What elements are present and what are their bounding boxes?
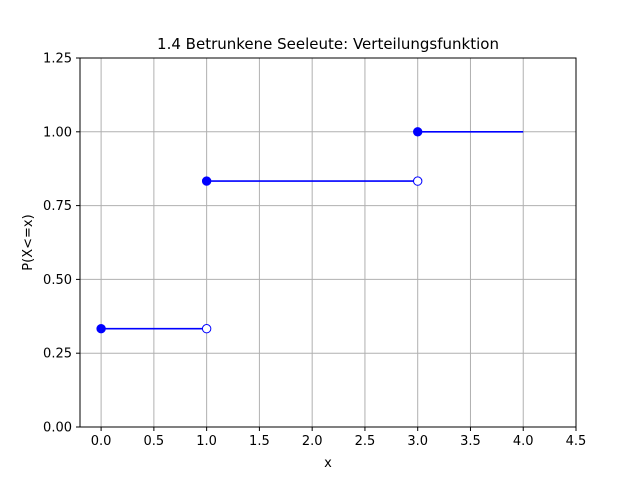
y-tick-label: 0.00 [43,421,72,436]
plot-area [96,127,524,334]
closed-point-1 [201,176,212,186]
x-tick-label: 2.0 [302,434,323,449]
x-tick-label: 4.5 [566,434,587,449]
open-point-1 [413,176,423,186]
closed-point-0 [96,323,106,334]
y-tick-label: 0.75 [43,199,72,214]
x-tick-label: 1.0 [196,434,217,449]
x-axis-label: x [324,456,332,471]
y-tick-label: 0.25 [43,347,72,362]
ticks: 0.0 0.5 1.0 1.5 2.0 2.5 3.0 3.5 4.0 4.5 0.00 0.25 0.… [43,52,586,450]
chart-title: 1.4 Betrunkene Seeleute: Verteilungsfunk… [157,35,499,53]
x-tick-label: 3.5 [460,434,481,449]
y-tick-label: 1.00 [43,125,72,140]
open-point-0 [201,323,212,334]
x-tick-label: 4.0 [513,434,534,449]
x-tick-label: 2.5 [355,434,376,449]
axes-frame [79,57,577,428]
y-tick-label: 0.50 [43,273,72,288]
x-tick-label: 3.0 [407,434,428,449]
closed-point-2 [413,127,423,137]
x-tick-label: 0.0 [91,434,112,449]
y-tick-label: 1.25 [43,52,72,67]
y-axis-label: P(X<=x) [21,214,36,270]
x-tick-label: 0.5 [144,434,165,449]
x-tick-label: 1.5 [249,434,270,449]
